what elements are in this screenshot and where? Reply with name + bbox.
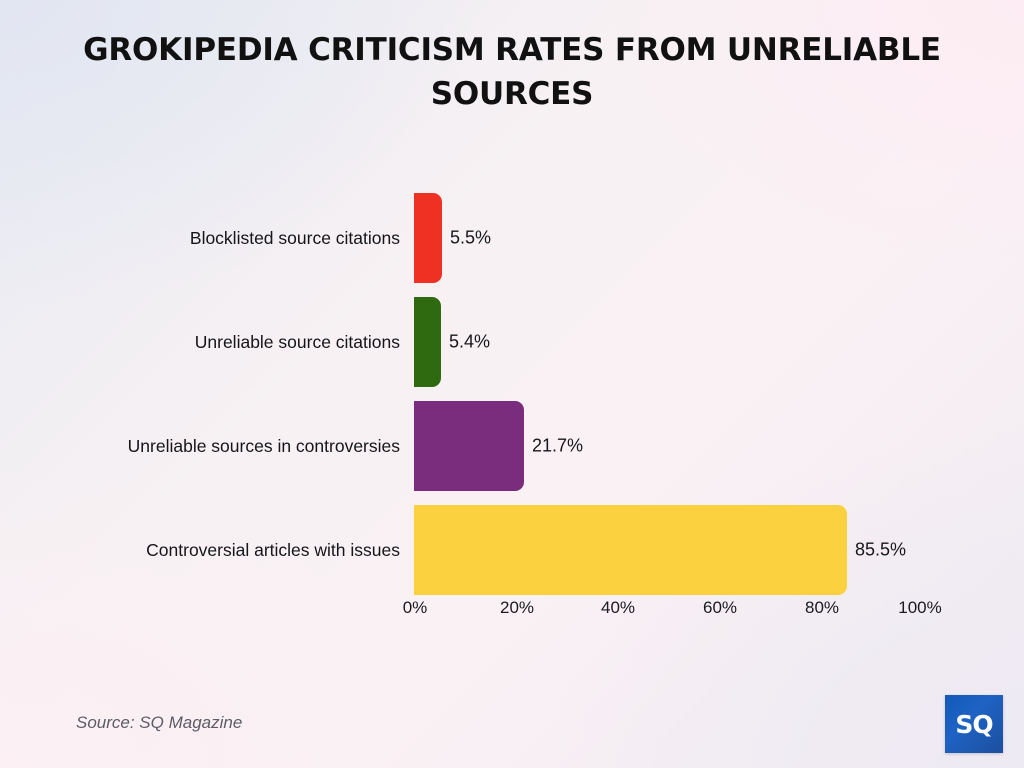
x-axis-tick: 100% bbox=[898, 598, 942, 617]
category-label: Controversial articles with issues bbox=[146, 540, 400, 560]
logo-text: SQ bbox=[955, 709, 993, 739]
bar-unreliable-source-citations[interactable] bbox=[414, 297, 441, 387]
x-axis-tick: 80% bbox=[804, 598, 840, 617]
bar-value-label: 85.5% bbox=[855, 539, 907, 560]
category-label: Unreliable sources in controversies bbox=[127, 436, 400, 456]
chart-title: GROKIPEDIA CRITICISM RATES FROM UNRELIAB… bbox=[83, 32, 941, 112]
bar-value-label: 5.5% bbox=[450, 227, 492, 248]
sq-magazine-logo: SQ bbox=[945, 695, 1003, 753]
bar-value-label: 5.4% bbox=[449, 331, 491, 352]
x-axis-tick: 0% bbox=[402, 598, 428, 617]
source-attribution: Source: SQ Magazine bbox=[76, 713, 243, 732]
category-label: Unreliable source citations bbox=[194, 332, 400, 352]
bar-row: Unreliable source citations 5.4% bbox=[0, 297, 1024, 387]
category-label: Blocklisted source citations bbox=[189, 228, 400, 248]
bar-row: Unreliable sources in controversies 21.7… bbox=[0, 401, 1024, 491]
x-axis-tick: 20% bbox=[499, 598, 535, 617]
bar-row: Controversial articles with issues 85.5% bbox=[0, 505, 1024, 595]
bar-row: Blocklisted source citations 5.5% bbox=[0, 193, 1024, 283]
x-axis: 0% 20% 40% 60% 80% 100% bbox=[0, 598, 1024, 628]
x-axis-tick: 40% bbox=[600, 598, 636, 617]
bar-unreliable-sources-in-controversies[interactable] bbox=[414, 401, 524, 491]
bar-blocklisted-source-citations[interactable] bbox=[414, 193, 442, 283]
x-axis-tick: 60% bbox=[702, 598, 738, 617]
bar-controversial-articles-with-issues[interactable] bbox=[414, 505, 847, 595]
bar-value-label: 21.7% bbox=[532, 435, 584, 456]
